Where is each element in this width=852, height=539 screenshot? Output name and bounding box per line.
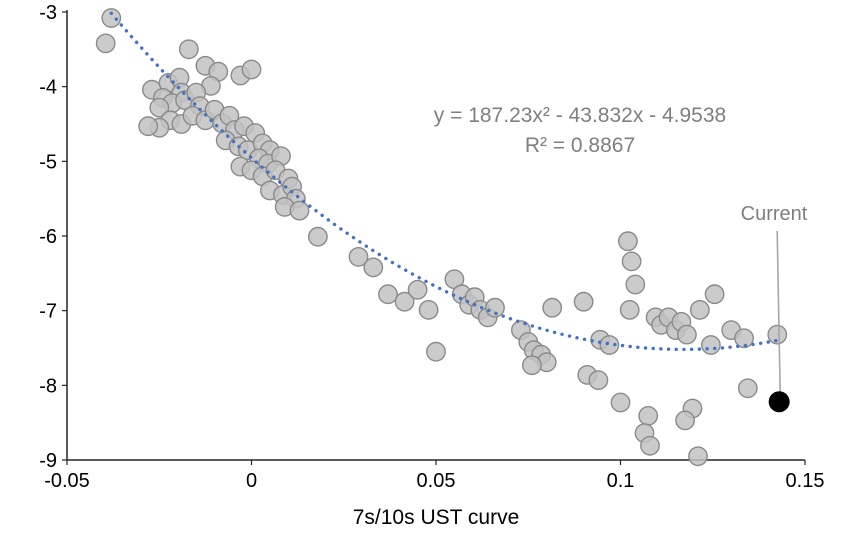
y-tick-label: -5	[39, 151, 57, 173]
scatter-point	[621, 251, 642, 272]
y-tick-label: -4	[39, 77, 57, 99]
scatter-point	[689, 299, 710, 320]
scatter-point	[178, 39, 199, 60]
scatter-point	[289, 200, 310, 221]
scatter-point	[378, 284, 398, 305]
scatter-point	[619, 299, 640, 320]
scatter-point	[734, 328, 754, 349]
current-leader-line	[776, 230, 781, 392]
scatter-point	[701, 335, 721, 355]
x-tick-label: 0	[246, 470, 257, 492]
x-tick-label: -0.05	[44, 470, 90, 492]
x-tick-label: 0.15	[786, 470, 825, 492]
y-tick-label: -7	[39, 301, 57, 323]
scatter-point	[407, 279, 428, 300]
scatter-point	[426, 341, 446, 362]
scatter-point	[363, 257, 384, 278]
scatter-point	[675, 410, 695, 431]
y-tick-label: -9	[39, 450, 57, 472]
scatter-point	[149, 97, 170, 118]
equation-text: y = 187.23x² - 43.832x - 4.9538	[433, 104, 727, 127]
scatter-point	[688, 446, 708, 467]
scatter-point	[138, 116, 159, 137]
scatter-point	[640, 435, 660, 456]
scatter-point	[677, 324, 697, 345]
scatter-point	[485, 297, 505, 318]
scatter-point	[542, 297, 563, 318]
current-annotation-label: Current	[740, 203, 808, 225]
scatter-point	[704, 284, 725, 305]
y-tick-label: -3	[39, 2, 57, 24]
scatter-point	[418, 299, 439, 320]
scatter-point	[767, 324, 788, 345]
scatter-point	[241, 59, 262, 80]
r-squared-text: R² = 0.8867	[524, 133, 636, 157]
scatter-point	[95, 33, 116, 54]
scatter-point	[625, 274, 646, 295]
scatter-point	[618, 231, 638, 252]
scatter-point	[101, 8, 122, 28]
scatter-point	[307, 226, 328, 247]
scatter-point	[737, 378, 758, 399]
y-tick-label: -8	[39, 375, 57, 397]
scatter-point	[638, 405, 659, 426]
scatter-point	[588, 370, 609, 390]
scatter-point	[599, 335, 620, 355]
x-tick-label: 0.05	[417, 470, 456, 492]
trendline	[109, 11, 783, 352]
scatter-point	[610, 392, 631, 413]
y-tick-label: -6	[39, 226, 57, 248]
x-axis-title: 7s/10s UST curve	[352, 506, 520, 529]
scatter-point	[573, 291, 594, 312]
scatter-point	[522, 355, 542, 376]
current-point	[768, 391, 790, 413]
scatter-point	[348, 246, 369, 267]
trendline-equation: y = 187.23x² - 43.832x - 4.9538 R² = 0.8…	[350, 101, 810, 161]
x-tick-label: 0.1	[607, 470, 635, 492]
scatter-point	[394, 291, 415, 312]
